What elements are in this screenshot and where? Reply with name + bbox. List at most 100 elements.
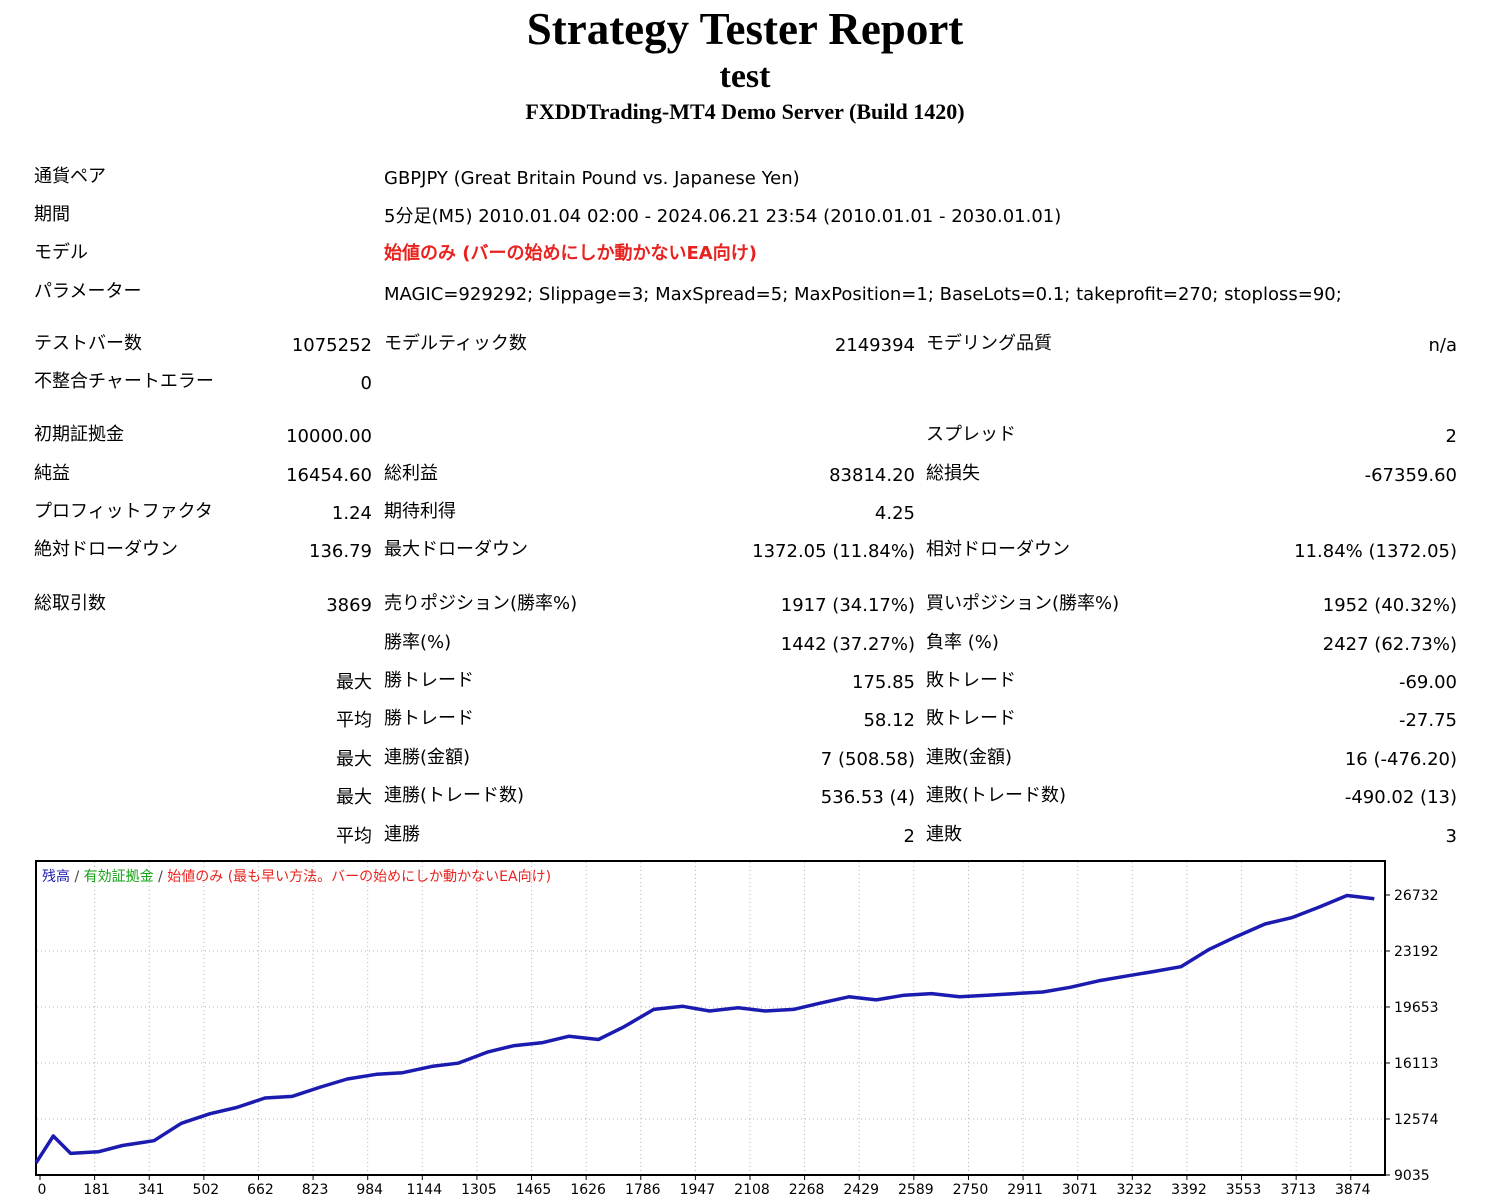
y-tick-label: 16113 (1394, 1056, 1439, 1072)
report-title: Strategy Tester Report (526, 4, 964, 54)
stat-l3-row-6: 買いポジション(勝率%) (926, 593, 1120, 614)
stat-v2-row-6: 1917 (34.17%) (780, 595, 915, 616)
stat-l2-row-12: 連勝 (384, 824, 420, 845)
x-tick-label: 341 (138, 1182, 165, 1198)
stat-l2-row-5: 最大ドローダウン (384, 539, 528, 560)
stat-l3-row-8: 敗トレード (926, 670, 1016, 691)
x-tick-label: 1626 (570, 1182, 606, 1198)
x-tick-label: 662 (247, 1182, 274, 1198)
x-tick-label: 984 (356, 1182, 383, 1198)
stat-l2-row-4: 期待利得 (384, 501, 456, 522)
server-name: FXDDTrading-MT4 Demo Server (Build 1420) (525, 99, 965, 124)
stat-l1-row-1: 不整合チャートエラー (34, 371, 214, 392)
info-value-parameters: MAGIC=929292; Slippage=3; MaxSpread=5; M… (384, 284, 1342, 305)
y-tick-label: 12574 (1394, 1112, 1439, 1128)
stat-v2-row-7: 1442 (37.27%) (780, 634, 915, 655)
stat-l3-row-2: スプレッド (926, 424, 1016, 445)
stat-l1-row-2: 初期証拠金 (34, 424, 124, 445)
stat-l2-row-10: 連勝(金額) (384, 747, 471, 768)
stat-l3-row-9: 敗トレード (926, 708, 1016, 729)
legend-entry-2: 有効証拠金 (84, 869, 154, 885)
x-tick-label: 2108 (734, 1182, 770, 1198)
y-tick-label: 26732 (1394, 888, 1439, 904)
stat-v3-row-11: -490.02 (13) (1344, 787, 1457, 808)
stat-v2-row-10: 7 (508.58) (820, 749, 915, 770)
stat-l3-row-10: 連敗(金額) (926, 747, 1013, 768)
x-tick-label: 0 (38, 1182, 47, 1198)
stat-l1-row-5: 絶対ドローダウン (34, 539, 178, 560)
stat-l3-row-12: 連敗 (926, 824, 962, 845)
stat-v3-row-6: 1952 (40.32%) (1322, 595, 1457, 616)
info-value-model: 始値のみ (バーの始めにしか動かないEA向け) (384, 243, 757, 264)
stat-v3-row-12: 3 (1445, 826, 1457, 847)
info-label-parameters: パラメーター (34, 281, 142, 302)
stat-l1-row-6: 総取引数 (34, 593, 106, 614)
x-tick-label: 1786 (625, 1182, 661, 1198)
x-tick-label: 3874 (1335, 1182, 1371, 1198)
x-tick-label: 2268 (789, 1182, 825, 1198)
stat-l1-row-0: テストバー数 (34, 333, 142, 354)
stat-v3-row-10: 16 (-476.20) (1344, 749, 1457, 770)
x-tick-label: 3071 (1062, 1182, 1098, 1198)
x-tick-label: 3713 (1280, 1182, 1316, 1198)
x-tick-label: 181 (83, 1182, 110, 1198)
chart-legend: 残高 / 有効証拠金 / 始値のみ (最も早い方法。バーの始めにしか動かないEA… (42, 868, 551, 885)
stat-l1-row-3: 純益 (34, 463, 70, 484)
stat-l3-row-7: 負率 (%) (926, 632, 999, 653)
legend-entry-3: / (154, 869, 168, 885)
stat-l2-row-6: 売りポジション(勝率%) (384, 593, 578, 614)
info-value-symbol: GBPJPY (Great Britain Pound vs. Japanese… (384, 168, 800, 189)
stat-l2-row-7: 勝率(%) (384, 632, 452, 653)
stat-l2-row-9: 勝トレード (384, 708, 474, 729)
info-label-period: 期間 (34, 204, 70, 225)
info-label-symbol: 通貨ペア (34, 166, 106, 187)
stat-v1-row-4: 1.24 (331, 503, 372, 524)
x-tick-label: 2429 (843, 1182, 879, 1198)
stat-v1-row-10: 最大 (336, 749, 372, 770)
stat-v1-row-3: 16454.60 (286, 465, 372, 486)
stat-v2-row-4: 4.25 (874, 503, 915, 524)
stat-l1-row-4: プロフィットファクタ (34, 501, 213, 522)
balance-chart: 0 181 341 502 662 823 984 1144 1305 1465 1626 1786 1… (34, 860, 1439, 1198)
balance-line (34, 893, 1375, 1164)
stat-v2-row-3: 83814.20 (829, 465, 915, 486)
stat-l2-row-0: モデルティック数 (384, 333, 527, 354)
x-tick-label: 3553 (1226, 1182, 1262, 1198)
x-tick-label: 3392 (1171, 1182, 1207, 1198)
stat-v3-row-0: n/a (1428, 335, 1457, 356)
stat-v3-row-5: 11.84% (1372.05) (1294, 541, 1457, 562)
stat-v1-row-5: 136.79 (309, 541, 372, 562)
stat-v1-row-1: 0 (360, 373, 372, 394)
stat-v1-row-11: 最大 (336, 787, 372, 808)
x-tick-label: 2750 (953, 1182, 989, 1198)
info-value-period: 5分足(M5) 2010.01.04 02:00 - 2024.06.21 23… (384, 206, 1062, 227)
x-tick-label: 2911 (1007, 1182, 1043, 1198)
report-subtitle: test (719, 58, 771, 95)
stat-v1-row-9: 平均 (336, 710, 372, 731)
stat-v1-row-2: 10000.00 (286, 426, 372, 447)
legend-entry-4: 始値のみ (最も早い方法。バーの始めにしか動かないEA向け) (167, 869, 551, 885)
y-tick-label: 9035 (1394, 1168, 1430, 1184)
stat-v2-row-12: 2 (903, 826, 915, 847)
y-tick-label: 23192 (1394, 944, 1439, 960)
stat-l3-row-3: 総損失 (926, 463, 980, 484)
stat-v2-row-8: 175.85 (852, 672, 915, 693)
x-tick-label: 1305 (461, 1182, 497, 1198)
stat-v1-row-12: 平均 (336, 826, 372, 847)
stat-v3-row-3: -67359.60 (1364, 465, 1457, 486)
x-tick-label: 502 (192, 1182, 219, 1198)
stat-v2-row-0: 2149394 (834, 335, 915, 356)
stat-v3-row-7: 2427 (62.73%) (1322, 634, 1457, 655)
x-tick-label: 823 (302, 1182, 329, 1198)
stat-v3-row-9: -27.75 (1398, 710, 1457, 731)
legend-entry-0: 残高 (42, 868, 70, 885)
stat-v2-row-11: 536.53 (4) (820, 787, 915, 808)
stat-v1-row-0: 1075252 (291, 335, 372, 356)
x-tick-label: 1947 (680, 1182, 716, 1198)
x-tick-label: 3232 (1116, 1182, 1152, 1198)
stat-l3-row-5: 相対ドローダウン (926, 539, 1070, 560)
stat-l2-row-3: 総利益 (384, 463, 438, 484)
info-label-model: モデル (34, 242, 88, 263)
stat-l2-row-8: 勝トレード (384, 670, 474, 691)
stat-v2-row-5: 1372.05 (11.84%) (752, 541, 915, 562)
